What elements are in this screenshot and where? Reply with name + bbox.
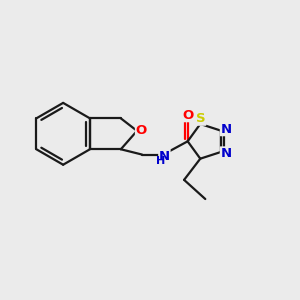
Text: S: S bbox=[196, 112, 206, 125]
Text: N: N bbox=[220, 147, 232, 160]
Text: O: O bbox=[136, 124, 147, 137]
Text: H: H bbox=[157, 156, 166, 166]
Text: N: N bbox=[220, 123, 232, 136]
Text: O: O bbox=[182, 109, 193, 122]
Text: N: N bbox=[159, 149, 170, 163]
